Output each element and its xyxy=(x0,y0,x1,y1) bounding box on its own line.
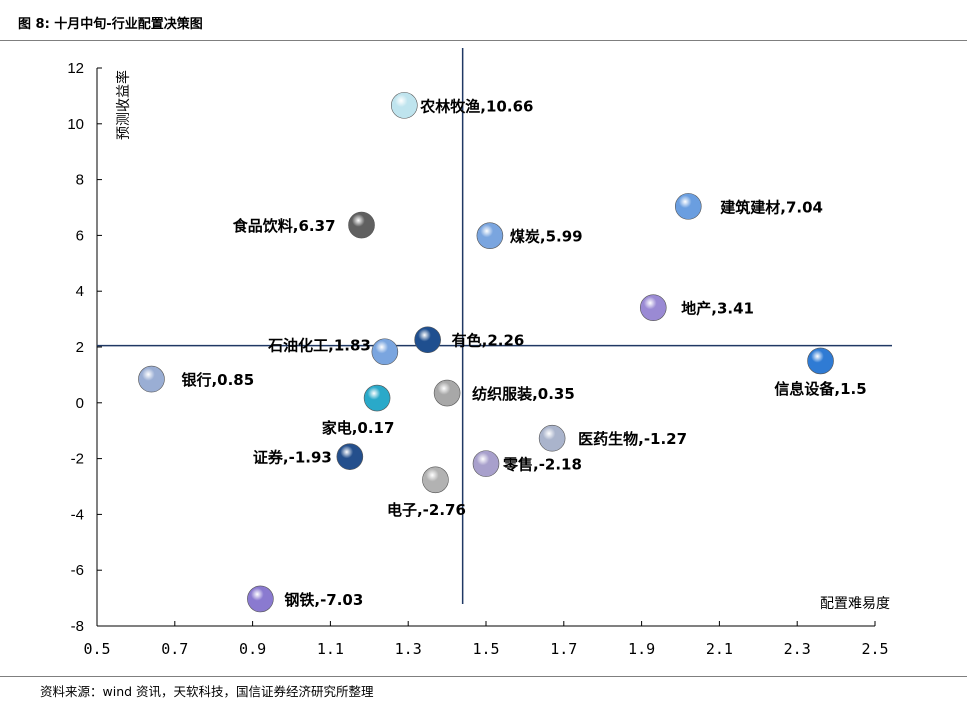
point-label: 银行,0.85 xyxy=(181,371,254,389)
source-note: 资料来源：wind 资讯，天软科技，国信证券经济研究所整理 xyxy=(40,684,374,699)
data-point xyxy=(472,450,500,477)
point-label: 零售,-2.18 xyxy=(502,456,582,474)
data-point xyxy=(414,326,441,354)
point-label: 家电,0.17 xyxy=(322,419,395,437)
x-tick-label: 0.9 xyxy=(239,640,266,658)
data-point xyxy=(538,424,566,452)
point-label: 地产,3.41 xyxy=(681,300,754,318)
data-point xyxy=(807,347,834,375)
data-point xyxy=(363,384,391,412)
data-point xyxy=(433,379,461,407)
y-tick-label: 12 xyxy=(67,60,84,77)
x-tick-label: 1.3 xyxy=(395,640,422,658)
point-label: 证券,-1.93 xyxy=(253,449,332,467)
point-label: 石油化工,1.83 xyxy=(267,337,371,355)
point-label: 有色,2.26 xyxy=(452,332,525,350)
data-point xyxy=(247,585,274,613)
data-point xyxy=(371,338,399,366)
data-point xyxy=(348,211,375,239)
scatter-chart: 12 10 8 6 4 2 0 -2 -4 -6 -8 0.5 0.7 0.9 1.1 1.3 1.5 1.7 1.… xyxy=(67,48,892,658)
data-point xyxy=(476,222,504,249)
x-tick-label: 1.1 xyxy=(317,640,344,658)
y-tick-label: 4 xyxy=(76,283,84,300)
x-tick-label: 1.5 xyxy=(472,640,499,658)
x-tick-label: 2.3 xyxy=(784,640,811,658)
point-label: 食品饮料,6.37 xyxy=(233,217,336,235)
x-tick-label: 2.1 xyxy=(706,640,733,658)
data-point xyxy=(336,443,364,470)
top-divider xyxy=(0,40,967,41)
point-label: 电子,-2.76 xyxy=(387,501,466,519)
x-tick-label: 2.5 xyxy=(861,640,888,658)
y-tick-label: 0 xyxy=(76,395,84,412)
y-tick-label: 2 xyxy=(76,339,84,356)
data-point xyxy=(391,92,418,119)
x-tick-label: 0.5 xyxy=(83,640,110,658)
point-label: 钢铁,-7.03 xyxy=(284,591,363,609)
y-tick-label: 8 xyxy=(76,172,84,189)
y-tick-label: -4 xyxy=(71,506,84,523)
point-label: 建筑建材,7.04 xyxy=(720,198,823,216)
data-point xyxy=(422,466,449,494)
x-tick-label: 1.9 xyxy=(628,640,655,658)
y-tick-label: -8 xyxy=(71,618,84,635)
y-axis-label: 预测收益率 xyxy=(115,70,132,140)
point-label: 纺织服装,0.35 xyxy=(472,385,575,403)
bottom-divider xyxy=(0,676,967,677)
data-point xyxy=(674,193,702,220)
x-tick-label: 1.7 xyxy=(550,640,577,658)
data-point xyxy=(138,365,165,393)
data-point xyxy=(639,294,667,321)
y-tick-label: -2 xyxy=(71,451,84,468)
y-tick-label: -6 xyxy=(71,562,84,579)
point-label: 农林牧渔,10.66 xyxy=(419,97,533,115)
x-axis-label: 配置难易度 xyxy=(820,596,890,612)
point-label: 信息设备,1.5 xyxy=(774,380,866,398)
figure-title: 图 8: 十月中旬-行业配置决策图 xyxy=(18,17,203,32)
point-label: 医药生物,-1.27 xyxy=(578,430,687,448)
y-tick-label: 6 xyxy=(76,227,84,244)
x-tick-label: 0.7 xyxy=(161,640,188,658)
point-label: 煤炭,5.99 xyxy=(510,228,583,246)
y-tick-label: 10 xyxy=(67,116,84,133)
